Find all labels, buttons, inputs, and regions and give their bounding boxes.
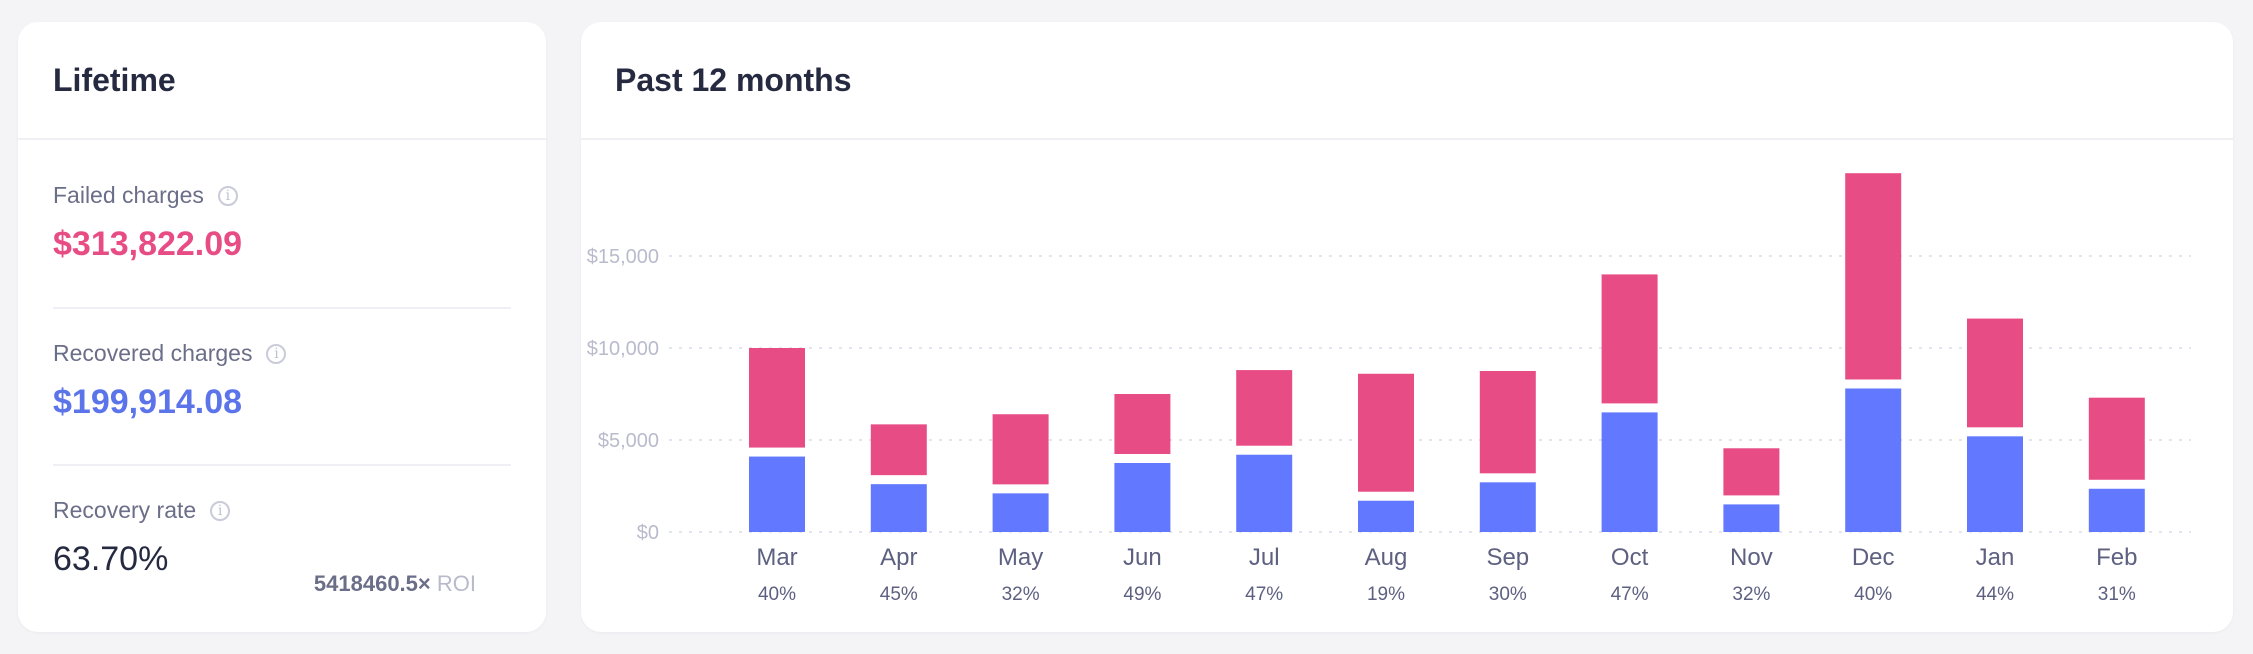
lifetime-title: Lifetime [53, 62, 176, 98]
roi: 5418460.5× ROI [314, 571, 476, 597]
bar-failed [2088, 397, 2145, 480]
recovered-charges-stat: Recovered charges i $199,914.08 [53, 340, 511, 422]
bar-recovered [1601, 412, 1658, 532]
recovered-charges-value: $199,914.08 [53, 383, 243, 421]
x-tick-label: Jul [1249, 544, 1280, 571]
recovery-rate-stat: Recovery rate i 63.70% 5418460.5× ROI [53, 497, 511, 597]
divider [53, 307, 511, 309]
x-tick-label: Apr [880, 544, 917, 571]
recovery-rate-label: 19% [1367, 584, 1405, 605]
bar-recovered [1358, 500, 1414, 532]
x-tick-label: Jun [1123, 544, 1162, 571]
recovery-rate-label: Recovery rate [53, 497, 197, 523]
x-tick-label: Mar [756, 544, 797, 571]
divider [53, 464, 511, 466]
failed-charges-value: $313,822.09 [53, 225, 243, 263]
info-icon[interactable]: i [217, 185, 238, 206]
recovery-rate-label: 44% [1976, 584, 2014, 605]
bar-failed [1479, 371, 1536, 474]
recovery-rate-label: 30% [1489, 584, 1527, 605]
recovery-rate-label: 40% [758, 584, 796, 605]
failed-charges-label: Failed charges [53, 182, 204, 208]
x-tick-label: Aug [1365, 544, 1408, 571]
past-12-months-card: Past 12 months $0 $5,000 $10,000 $15,000 Mar… [581, 22, 2233, 632]
info-icon[interactable]: i [210, 500, 231, 521]
y-tick-label: $0 [637, 522, 659, 544]
info-icon[interactable]: i [266, 343, 287, 364]
roi-value: 5418460.5× [313, 571, 431, 596]
x-tick-label: May [998, 544, 1043, 571]
bar-failed [1114, 394, 1171, 454]
recovery-rate-label: 32% [1002, 584, 1040, 605]
bar-failed [1236, 370, 1293, 446]
y-tick-label: $10,000 [587, 338, 659, 360]
x-tick-label: Sep [1486, 544, 1529, 571]
bar-failed [1358, 373, 1414, 492]
bar-recovered [2088, 488, 2145, 532]
roi-label: ROI [436, 571, 476, 596]
bar-failed [1723, 448, 1780, 496]
bar-failed [749, 348, 805, 448]
bar-recovered [1114, 463, 1171, 532]
recovery-rate-label: 49% [1123, 584, 1161, 605]
recovered-charges-label: Recovered charges [53, 340, 253, 366]
failed-charges-stat: Failed charges i $313,822.09 [53, 182, 511, 264]
y-tick-label: $15,000 [587, 246, 659, 268]
divider [18, 138, 546, 140]
bar-failed [1601, 274, 1658, 404]
divider [581, 138, 2233, 140]
y-tick-label: $5,000 [598, 430, 659, 452]
recovery-rate-value: 63.70% [53, 540, 169, 578]
bar-recovered [1845, 388, 1902, 532]
x-tick-label: Nov [1730, 544, 1773, 571]
bar-recovered [749, 456, 805, 532]
bar-recovered [1967, 436, 2023, 532]
bar-chart: $0 $5,000 $10,000 $15,000 Mar 40% Apr 45% May 32%… [587, 173, 2191, 605]
bar-failed [1845, 173, 1902, 380]
x-tick-label: Feb [2096, 544, 2137, 571]
bar-failed [870, 424, 927, 476]
recovery-rate-label: 31% [2098, 584, 2136, 605]
bar-recovered [870, 484, 927, 532]
x-tick-label: Dec [1852, 544, 1895, 571]
x-tick-label: Jan [1976, 544, 2015, 571]
chart-title: Past 12 months [615, 62, 852, 98]
bar-recovered [1479, 482, 1536, 532]
recovery-rate-label: 40% [1854, 584, 1892, 605]
recovery-rate-label: 45% [880, 584, 918, 605]
bar-failed [1967, 318, 2023, 428]
x-tick-label: Oct [1611, 544, 1649, 571]
bar-failed [992, 414, 1049, 485]
lifetime-card: Lifetime Failed charges i $313,822.09 Rec… [18, 22, 546, 632]
recovery-rate-label: 32% [1732, 584, 1770, 605]
bar-recovered [1236, 454, 1293, 532]
bar-recovered [1723, 504, 1780, 532]
recovery-rate-label: 47% [1611, 584, 1649, 605]
recovery-rate-label: 47% [1245, 584, 1283, 605]
bar-recovered [992, 493, 1049, 532]
